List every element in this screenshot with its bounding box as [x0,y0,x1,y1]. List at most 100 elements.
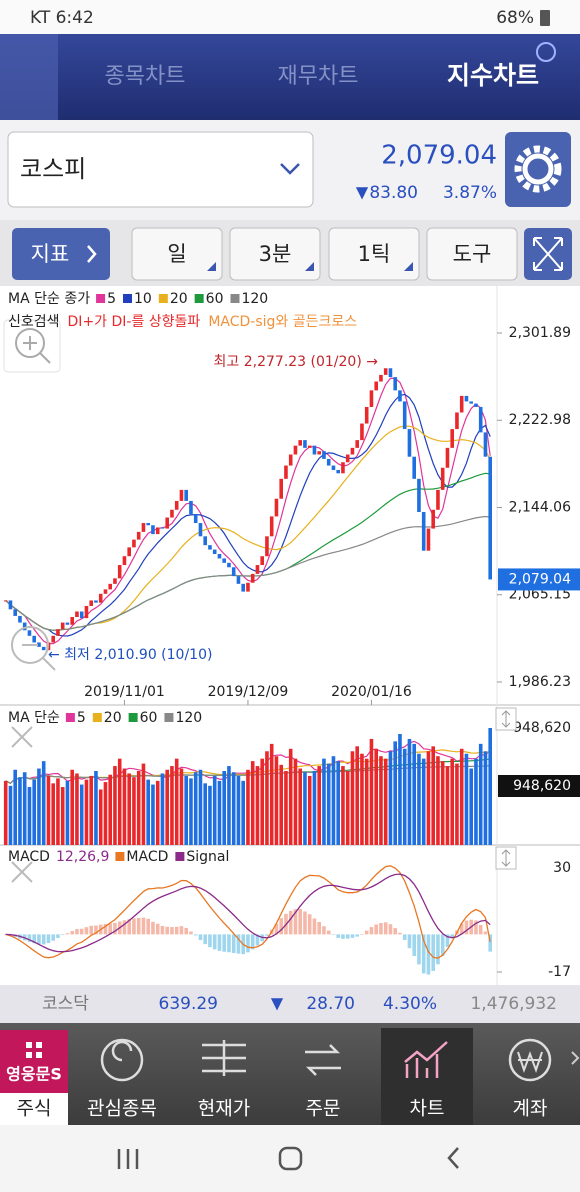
candle [108,583,112,590]
y-tick-label: 2,222.98 [509,412,571,428]
back-tab[interactable] [0,34,58,120]
close-icon[interactable] [11,861,33,883]
toolbar-button[interactable] [229,227,321,281]
nav-more[interactable] [571,1051,580,1065]
back-button[interactable] [447,1147,459,1169]
recent-button[interactable] [117,1149,139,1169]
candle [331,465,336,470]
macd-histogram [189,931,193,935]
volume-bar [317,766,321,845]
macd-histogram [364,930,369,935]
volume-bar [402,748,407,845]
nav-label[interactable]: 주문 [306,1098,341,1120]
volume-bar [236,775,241,845]
candle [246,582,250,592]
macd-histogram [51,934,55,941]
nav-label[interactable]: 계좌 [513,1098,548,1120]
volume-bar [322,758,326,845]
volume-bar [407,738,412,845]
close-icon[interactable] [11,726,33,748]
tab-active[interactable]: 지수차트 [447,61,539,90]
candle [307,445,312,448]
volume-bar [303,772,307,845]
candle [440,467,445,490]
macd-histogram [445,934,450,947]
volume-bar [155,780,160,845]
toolbar-button[interactable] [131,227,223,281]
candle [174,500,179,510]
toolbar-button[interactable] [426,227,518,281]
nav-active-tab[interactable] [0,1093,68,1125]
volume-bar [241,780,245,845]
volume-bar [250,761,255,845]
volume-bar [179,768,184,845]
macd-histogram [369,927,374,935]
zoom-icon [23,336,51,364]
legend-label: 20 [170,291,188,307]
indicator-button[interactable] [12,228,110,280]
macd-histogram [222,934,226,952]
nav-icon [508,1038,552,1082]
candle [455,412,459,430]
annotation-low: ← 최저 2,010.90 (10/10) [48,647,212,663]
macd-histogram [79,928,84,935]
settings-button[interactable] [505,132,571,207]
macd-histogram [170,927,174,935]
candle [18,615,22,623]
candle [269,516,274,537]
candle [312,445,317,455]
candle [288,454,293,466]
volume-bar [474,758,478,845]
volume-bar [288,748,293,845]
candle [165,517,169,529]
brand-box[interactable] [0,1030,68,1093]
macd-histogram [336,934,340,938]
macd-histogram [307,914,312,935]
volume-bar [312,770,317,845]
index-dropdown[interactable] [7,131,314,208]
tab[interactable]: 재무차트 [278,64,359,89]
index-change-pct: 3.87% [443,183,497,203]
volume-bar [165,769,169,845]
y-tick-label: 948,620 [513,720,571,736]
volume-bar [203,783,207,845]
candle [122,556,127,566]
volume-bar [421,758,426,845]
home-button[interactable] [278,1146,303,1171]
y-tick-label: 30 [553,860,571,876]
volume-bar [355,746,359,845]
macd-histogram [179,926,184,935]
macd-histogram [388,924,393,935]
last-volume-label: 948,620 [513,778,571,794]
candle [127,547,131,557]
candle [227,562,231,568]
volume-bar [383,758,388,845]
nav-label[interactable]: 관심종목 [87,1098,157,1120]
candle [27,630,32,636]
macd-histogram [265,934,269,936]
nav-label[interactable]: 차트 [410,1098,445,1120]
volume-bar [426,751,431,845]
signal: MACD-sig와 골든크로스 [208,314,357,330]
candle [393,377,397,391]
macd-histogram [32,934,36,944]
macd-histogram [402,934,407,940]
volume-bar [217,780,222,845]
macd-histogram [488,934,492,952]
zoom-out-icon[interactable] [11,626,49,664]
nav-label[interactable]: 현재가 [198,1098,250,1120]
system-nav [0,1125,580,1192]
legend-label: 10 [134,291,152,307]
moving-average [5,515,491,631]
macd-histogram [360,933,364,935]
toolbar-button[interactable] [328,227,420,281]
legend-swatch [96,294,106,303]
candle [260,556,264,566]
candle [65,622,70,625]
macd-line [5,865,491,959]
candle [56,629,60,636]
tab[interactable]: 종목차트 [105,64,186,89]
candle [184,489,188,501]
volume-bar [398,733,402,845]
nav-icon [202,1040,246,1076]
